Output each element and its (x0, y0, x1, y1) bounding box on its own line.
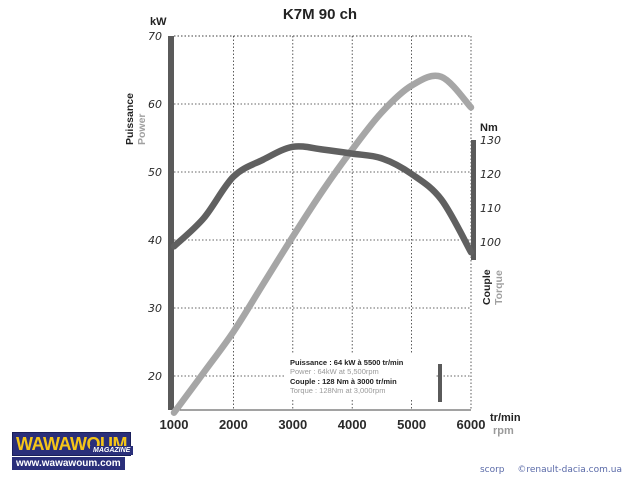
spec-power-en: Power : 64kW at 5,500rpm (290, 367, 379, 376)
spec-power-fr: Puissance : 64 kW à 5500 tr/min (290, 358, 404, 367)
left-axis-bar (168, 36, 174, 410)
image-credit: scorp ©renault-dacia.com.ua (480, 465, 622, 475)
right-tick-label: 110 (480, 202, 501, 215)
right-tick-label: 130 (480, 134, 501, 147)
credit-author: scorp (479, 465, 505, 475)
left-tick-label: 30 (148, 302, 162, 315)
x-axis-ticks: 1000 2000 3000 4000 5000 6000 (160, 417, 486, 432)
left-tick-label: 20 (148, 370, 162, 383)
right-axis-label-en: Torque (493, 270, 505, 305)
left-axis-label: Puissance (124, 93, 136, 145)
spec-torque-fr: Couple : 128 Nm à 3000 tr/min (290, 377, 397, 386)
spec-annotation-box (284, 353, 436, 399)
right-axis-label: Couple (481, 269, 493, 305)
chart-title: K7M 90 ch (283, 6, 357, 23)
left-tick-label: 60 (148, 98, 162, 111)
spec-torque-en: Torque : 128Nm at 3,000rpm (290, 386, 385, 395)
right-axis-ticks: 100 110 120 130 (480, 134, 501, 249)
x-axis-unit: tr/min (490, 412, 521, 424)
right-axis-unit: Nm (480, 122, 498, 134)
right-axis-bar (471, 140, 476, 260)
grid (174, 35, 472, 411)
series-lines (170, 72, 475, 416)
left-tick-label: 50 (148, 166, 162, 179)
x-axis-unit-en: rpm (493, 425, 514, 437)
series-line-power (170, 72, 475, 416)
logo-url: www.wawawoum.com (12, 457, 125, 470)
x-tick-label: 5000 (397, 417, 426, 432)
x-tick-label: 3000 (278, 417, 307, 432)
spec-annotation-shadow (438, 364, 442, 402)
x-tick-label: 6000 (457, 417, 486, 432)
right-tick-label: 120 (480, 168, 501, 181)
left-tick-label: 70 (148, 30, 162, 43)
spec-annotation: Puissance : 64 kW à 5500 tr/min Power : … (284, 353, 442, 402)
x-tick-label: 2000 (219, 417, 248, 432)
left-axis-label-en: Power (136, 113, 148, 145)
x-tick-label: 1000 (160, 417, 189, 432)
logo-badge: MAGAZINE (90, 446, 134, 455)
x-tick-label: 4000 (338, 417, 367, 432)
left-axis-ticks: 20 30 40 50 60 70 (148, 30, 162, 383)
series-line-torque (170, 143, 475, 256)
right-tick-label: 100 (480, 236, 501, 249)
credit-site: ©renault-dacia.com.ua (517, 465, 622, 475)
wawawoum-logo: WAWAWOUM MAGAZINE www.wawawoum.com (12, 432, 134, 472)
left-axis-unit: kW (150, 16, 167, 28)
left-tick-label: 40 (148, 234, 162, 247)
